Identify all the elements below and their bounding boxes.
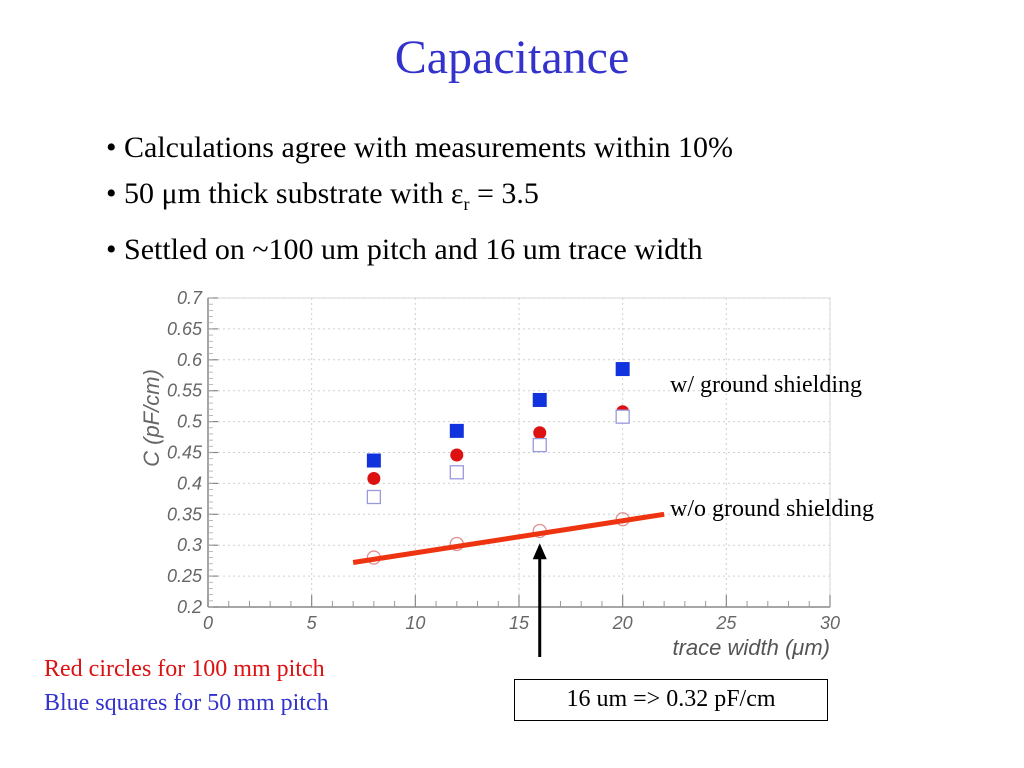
ticks: 0 5 10 15 20 25 30 0.2 0.25 0.3 0.35 0.4 0.45 0.5 0.55…: [167, 288, 840, 633]
blue-pitch-note: Blue squares for 50 mm pitch: [44, 690, 329, 716]
y-tick-label: 0.6: [177, 350, 203, 370]
x-axis-label: trace width (μm): [672, 635, 830, 660]
blue-open-square: [366, 489, 382, 505]
x-tick-label: 10: [405, 613, 425, 633]
y-axis-label: C (pF/cm): [139, 369, 164, 467]
y-tick-label: 0.5: [177, 412, 203, 432]
bullet-item: • Calculations agree with measurements w…: [106, 125, 733, 171]
bullet-subscript: r: [463, 194, 470, 214]
y-tick-label: 0.35: [167, 504, 203, 524]
bullet-text: • 50 μm thick substrate with ε: [106, 177, 464, 210]
y-tick-label: 0.55: [167, 381, 203, 401]
red-filled-circle: [533, 426, 547, 440]
x-tick-label: 20: [612, 613, 633, 633]
red-filled-circle: [367, 471, 381, 485]
with-shielding-label: w/ ground shielding: [670, 372, 862, 398]
overlay: [352, 511, 665, 657]
y-tick-label: 0.25: [167, 566, 203, 586]
y-tick-label: 0.7: [177, 288, 203, 308]
x-tick-label: 30: [820, 613, 840, 633]
red-pitch-note: Red circles for 100 mm pitch: [44, 656, 325, 682]
y-tick-label: 0.45: [167, 443, 203, 463]
x-tick-label: 0: [203, 613, 213, 633]
bullet-list: • Calculations agree with measurements w…: [106, 125, 733, 273]
x-tick-label: 25: [715, 613, 737, 633]
y-tick-label: 0.3: [177, 535, 202, 555]
pitch-legend: Red circles for 100 mm pitch Blue square…: [44, 652, 329, 720]
data-points: [366, 362, 630, 565]
highlight-trend-line: [352, 511, 665, 565]
bullet-text-tail: = 3.5: [469, 177, 539, 210]
without-shielding-label: w/o ground shielding: [670, 496, 874, 522]
bullet-item: • 50 μm thick substrate with εr = 3.5: [106, 171, 733, 227]
bullet-item: • Settled on ~100 um pitch and 16 um tra…: [106, 227, 733, 273]
x-tick-label: 5: [307, 613, 318, 633]
page-title: Capacitance: [394, 31, 630, 84]
red-filled-circle: [450, 448, 464, 462]
blue-open-square: [615, 409, 630, 424]
blue-filled-square: [366, 453, 381, 468]
callout-arrow-head: [532, 543, 547, 560]
blue-open-square: [449, 465, 464, 480]
grid: [208, 297, 831, 607]
blue-filled-square: [615, 362, 630, 377]
callout-box: 16 um => 0.32 pF/cm: [514, 679, 828, 721]
bullet-text: • Calculations agree with measurements w…: [106, 131, 734, 164]
y-tick-label: 0.2: [177, 597, 202, 617]
bullet-text: • Settled on ~100 um pitch and 16 um tra…: [106, 233, 703, 266]
y-tick-label: 0.65: [167, 319, 203, 339]
blue-filled-square: [449, 423, 464, 438]
blue-filled-square: [532, 392, 547, 407]
x-tick-label: 15: [509, 613, 530, 633]
y-tick-label: 0.4: [177, 473, 202, 493]
blue-open-square: [532, 437, 547, 453]
